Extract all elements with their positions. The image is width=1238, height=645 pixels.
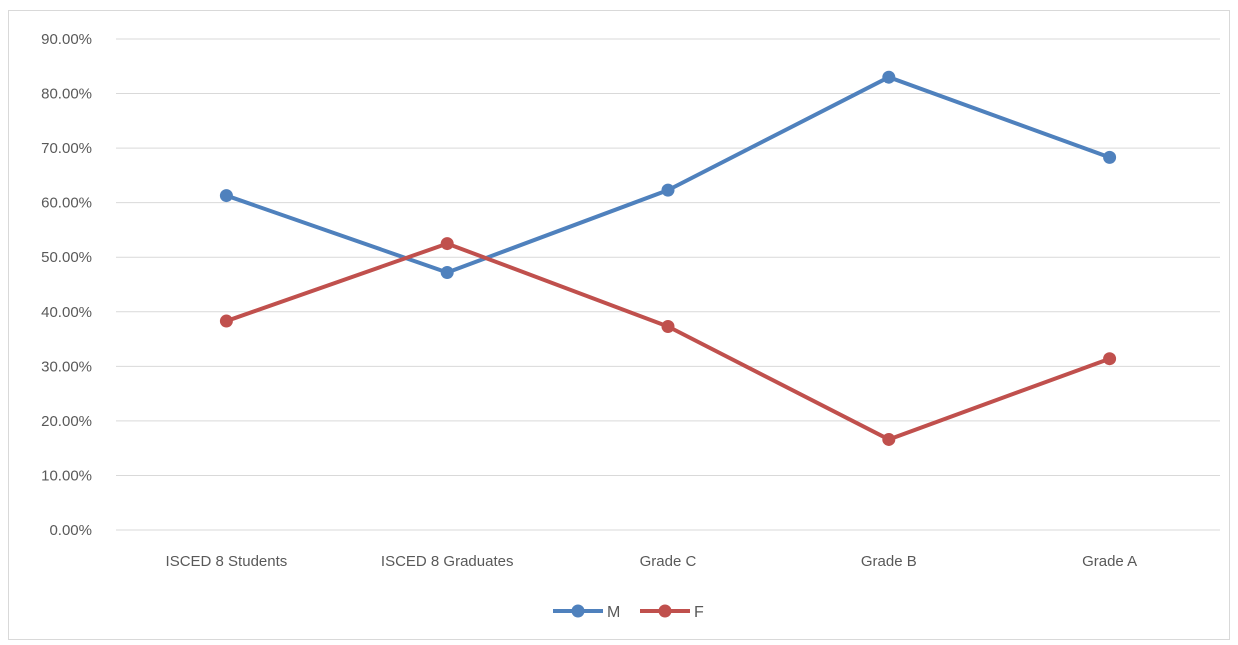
legend-item-f: F [640, 604, 704, 621]
x-tick-label: Grade B [861, 553, 917, 570]
data-point [1103, 352, 1117, 366]
legend-swatch-marker [571, 604, 585, 618]
data-point [219, 314, 233, 328]
series-line [224, 241, 1112, 442]
legend-label: M [607, 604, 620, 621]
y-tick-label: 0.00% [49, 522, 92, 539]
series-group [219, 70, 1117, 446]
y-tick-label: 30.00% [41, 358, 92, 375]
chart-area [8, 10, 1230, 640]
series-m [219, 70, 1117, 279]
data-point [440, 265, 454, 279]
y-tick-label: 80.00% [41, 86, 92, 103]
y-tick-label: 90.00% [41, 31, 92, 48]
x-tick-label: Grade A [1082, 553, 1137, 570]
data-point [882, 70, 896, 84]
data-point [440, 237, 454, 251]
x-tick-label: Grade C [640, 553, 697, 570]
x-tick-label: ISCED 8 Graduates [381, 553, 514, 570]
series-line [224, 75, 1112, 275]
data-point [219, 189, 233, 203]
y-tick-label: 10.00% [41, 467, 92, 484]
data-point [882, 432, 896, 446]
y-tick-label: 40.00% [41, 304, 92, 321]
y-tick-label: 60.00% [41, 195, 92, 212]
y-tick-label: 50.00% [41, 249, 92, 266]
y-tick-label: 20.00% [41, 413, 92, 430]
y-tick-label: 70.00% [41, 140, 92, 157]
legend-label: F [694, 604, 704, 621]
legend-swatch-marker [658, 604, 672, 618]
data-point [1103, 150, 1117, 164]
data-point [661, 183, 675, 197]
x-tick-label: ISCED 8 Students [166, 553, 288, 570]
x-axis: ISCED 8 Students ISCED 8 Graduates Grade C… [166, 553, 1138, 570]
gridlines [116, 38, 1220, 531]
series-f [219, 237, 1117, 446]
data-point [661, 320, 675, 334]
y-axis: 0.00% 10.00% 20.00% 30.00% 40.00% 50.00% 60.00… [41, 31, 92, 539]
legend-item-m: M [553, 604, 620, 621]
